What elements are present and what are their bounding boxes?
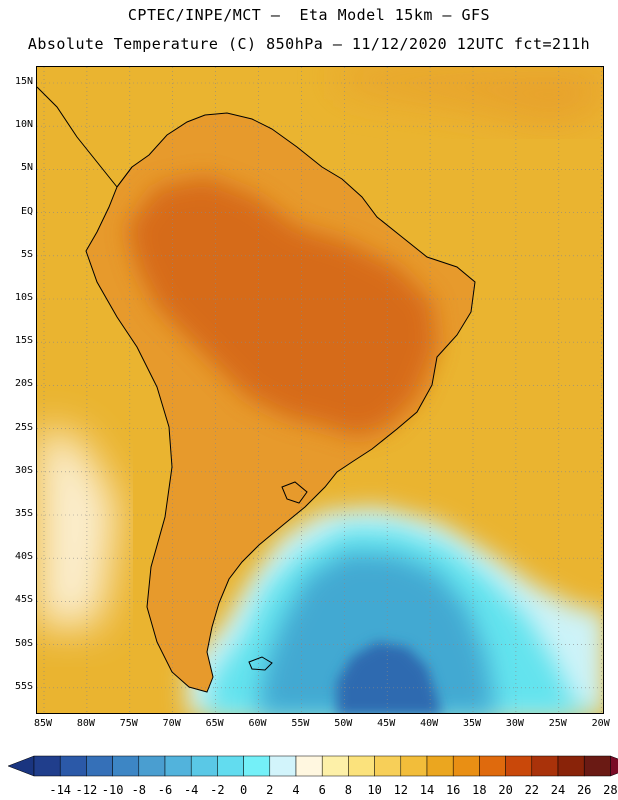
- colorbar-swatch: [321, 755, 349, 777]
- lat-label: 10N: [14, 119, 33, 131]
- lat-label: 10S: [14, 292, 33, 303]
- colorbar-tick-label: 20: [498, 783, 513, 797]
- lon-label: 30W: [505, 718, 524, 729]
- lat-label: 5S: [20, 248, 33, 260]
- lat-label: 35S: [14, 508, 33, 519]
- lon-label: 85W: [33, 718, 53, 729]
- colorbar-low-arrow: [7, 755, 35, 777]
- colorbar-tick-label: -12: [75, 783, 98, 797]
- warm-atlantic-band: [337, 67, 603, 127]
- rio-de-la-plata: [281, 481, 308, 504]
- colorbar-swatch: [505, 755, 533, 777]
- lon-label: 35W: [462, 718, 482, 729]
- lat-label: 25S: [14, 421, 33, 433]
- colorbar-swatch: [348, 755, 375, 777]
- lat-label: 55S: [14, 680, 33, 692]
- pale-pacific-area: [37, 427, 117, 627]
- colorbar-tick-label: 22: [524, 783, 540, 797]
- colorbar-tick-label: 4: [292, 783, 300, 797]
- lat-label: 15S: [14, 335, 33, 347]
- colorbar-swatch: [86, 755, 113, 777]
- colorbar-swatch: [190, 755, 218, 777]
- colorbar-tick-label: 24: [550, 783, 566, 797]
- colorbar-swatch: [374, 755, 402, 777]
- colorbar-swatch: [479, 755, 506, 777]
- colorbar-swatch: [269, 755, 297, 777]
- colorbar-tick-label: -8: [131, 783, 147, 797]
- colorbar-swatch: [583, 755, 611, 777]
- lon-label: 75W: [119, 718, 138, 729]
- colorbar-swatch: [112, 755, 140, 777]
- hot-continental-core: [127, 177, 437, 437]
- lon-label: 60W: [248, 718, 267, 729]
- colorbar-swatch: [59, 755, 87, 777]
- colorbar-tick-label: 10: [367, 783, 382, 797]
- lat-label: 30S: [14, 464, 33, 476]
- colorbar-tick-label: 18: [472, 783, 487, 797]
- colorbar-tick-label: -10: [101, 783, 124, 797]
- lat-label: 15N: [14, 76, 33, 87]
- falkland-islands: [248, 656, 273, 671]
- colorbar-tick-label: 16: [445, 783, 461, 797]
- colorbar-swatch: [557, 755, 585, 777]
- colorbar-swatch: [426, 755, 454, 777]
- colorbar-swatch: [217, 755, 244, 777]
- cold-air-mass-mid: [257, 552, 497, 713]
- lon-label: 40W: [420, 718, 439, 729]
- colorbar-swatch: [33, 755, 61, 777]
- colorbar-tick-label: -6: [157, 783, 173, 797]
- lon-label: 70W: [162, 718, 181, 729]
- colorbar-swatch: [138, 755, 166, 777]
- lon-label: 25W: [548, 718, 567, 729]
- lon-label: 45W: [377, 718, 396, 729]
- title-line-2: Absolute Temperature (C) 850hPa – 11/12/…: [27, 35, 591, 53]
- title-line-1: CPTEC/INPE/MCT – Eta Model 15km – GFS: [127, 6, 491, 24]
- lat-label: 20S: [14, 378, 33, 390]
- lon-label: 65W: [205, 718, 224, 729]
- colorbar-tick-label: 28: [603, 783, 618, 797]
- colorbar-swatch: [400, 755, 428, 777]
- lon-label: 50W: [334, 718, 353, 729]
- colorbar-high-arrow: [610, 755, 618, 777]
- map-canvas: [37, 67, 603, 713]
- cold-air-mass-core: [337, 642, 442, 713]
- colorbar-tick-label: 12: [393, 783, 409, 797]
- lon-label: 80W: [76, 718, 95, 729]
- colorbar-tick-label: 14: [419, 783, 435, 797]
- colorbar-tick-label: 26: [576, 783, 592, 797]
- temperature-map: [36, 66, 604, 714]
- lon-label: 20W: [591, 718, 610, 729]
- colorbar-swatch: [243, 755, 271, 777]
- colorbar: [7, 755, 618, 777]
- colorbar-swatch: [164, 755, 192, 777]
- colorbar-tick-label: -2: [210, 783, 225, 797]
- colorbar-swatch: [452, 755, 480, 777]
- lat-label: 50S: [14, 637, 33, 649]
- lat-label: 45S: [14, 594, 33, 606]
- colorbar-swatch: [531, 755, 559, 777]
- lon-label: 55W: [291, 718, 310, 729]
- colorbar-swatch: [295, 755, 323, 777]
- central-america-coast: [37, 86, 133, 188]
- lat-label: 40S: [14, 551, 33, 563]
- lat-label: EQ: [20, 205, 33, 217]
- lat-lon-grid: [37, 67, 603, 713]
- colorbar-tick-label: -4: [183, 783, 199, 797]
- colorbar-tick-label: 0: [239, 783, 248, 797]
- coastline: [85, 112, 476, 693]
- colorbar-tick-label: 2: [266, 783, 274, 797]
- lat-label: 5N: [20, 162, 33, 174]
- colorbar-tick-label: 8: [344, 783, 352, 797]
- colorbar-tick-label: -14: [49, 783, 72, 797]
- colorbar-tick-label: 6: [318, 783, 326, 797]
